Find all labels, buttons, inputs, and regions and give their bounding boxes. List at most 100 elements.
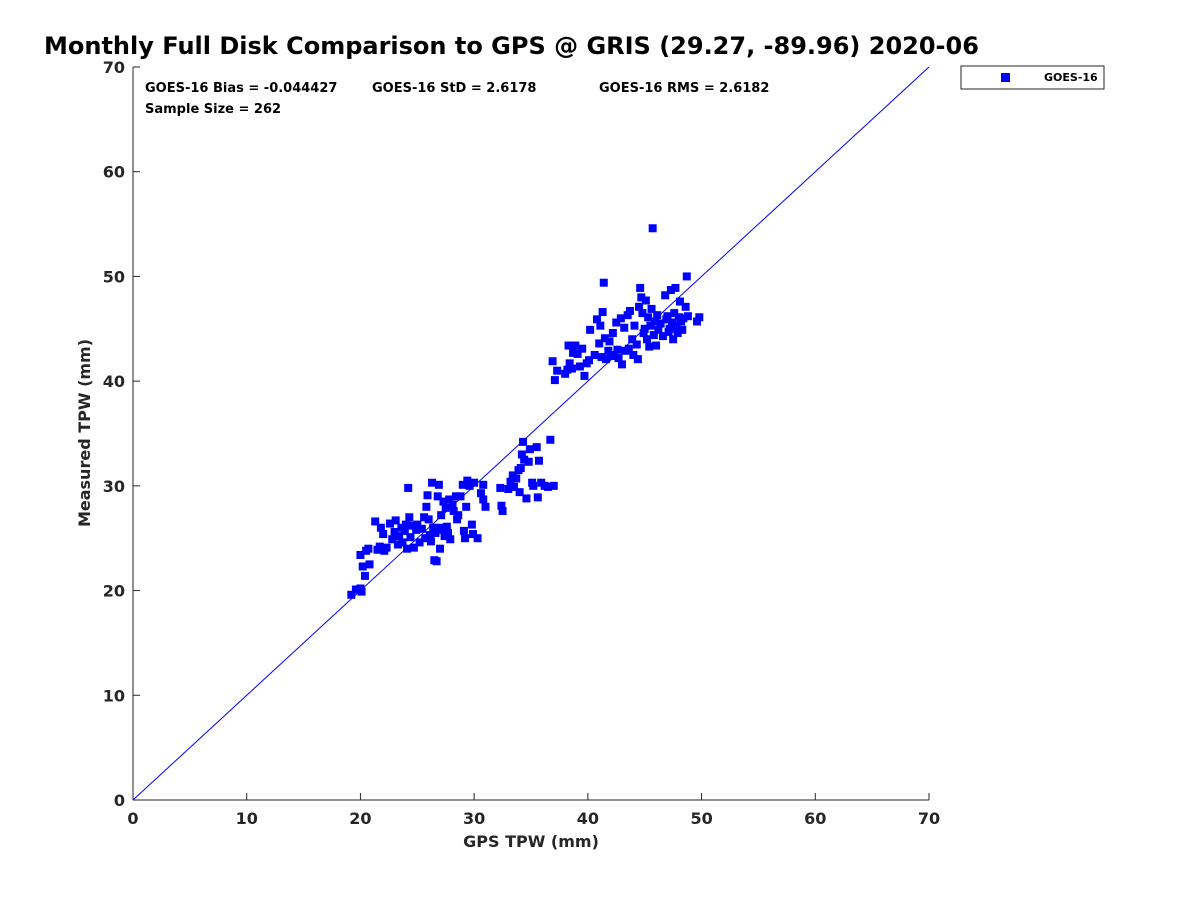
- plot-area: 0 10 20 30 40 50 60 70 0 10 20 30 40 50 60 70: [103, 58, 940, 828]
- data-point: [654, 325, 663, 334]
- data-point: [573, 349, 582, 358]
- data-point: [600, 334, 609, 343]
- data-point: [481, 502, 490, 511]
- x-tick-label: 20: [349, 809, 371, 828]
- data-point: [682, 272, 691, 281]
- data-point: [604, 346, 613, 355]
- y-tick-label: 20: [103, 582, 125, 601]
- data-point: [421, 534, 430, 543]
- data-point: [413, 520, 422, 529]
- data-point: [529, 481, 538, 490]
- data-point: [644, 313, 653, 322]
- data-point: [519, 437, 528, 446]
- data-point: [656, 319, 665, 328]
- data-point: [496, 483, 505, 492]
- data-point: [469, 530, 478, 539]
- data-point: [578, 344, 587, 353]
- chart-title: Monthly Full Disk Comparison to GPS @ GR…: [44, 32, 979, 60]
- data-point: [661, 291, 670, 300]
- data-point: [630, 321, 639, 330]
- data-point: [602, 355, 611, 364]
- data-point: [632, 340, 641, 349]
- data-point: [442, 522, 451, 531]
- data-point: [420, 513, 429, 522]
- std-annotation: GOES-16 StD = 2.6178: [372, 81, 536, 96]
- data-point: [592, 315, 601, 324]
- data-point: [453, 515, 462, 524]
- data-point: [364, 544, 373, 553]
- data-point: [629, 350, 638, 359]
- data-point: [509, 482, 518, 491]
- x-tick-label: 30: [463, 809, 485, 828]
- data-point: [497, 501, 506, 510]
- x-axis-ticks: 0 10 20 30 40 50 60 70: [127, 793, 940, 828]
- data-point: [641, 296, 650, 305]
- data-point: [356, 550, 365, 559]
- data-point: [673, 328, 682, 337]
- x-tick-label: 40: [577, 809, 599, 828]
- data-point: [446, 535, 455, 544]
- data-point: [437, 511, 446, 520]
- data-point: [429, 523, 438, 532]
- data-point: [479, 480, 488, 489]
- data-point: [678, 325, 687, 334]
- data-point: [415, 538, 424, 547]
- legend: GOES-16: [960, 65, 1105, 90]
- data-point: [595, 339, 604, 348]
- data-point: [458, 480, 467, 489]
- data-point: [404, 483, 413, 492]
- data-point: [390, 527, 399, 536]
- x-tick-label: 60: [804, 809, 826, 828]
- data-point: [617, 360, 626, 369]
- data-point: [522, 494, 531, 503]
- data-point: [454, 511, 463, 520]
- data-point: [668, 318, 677, 327]
- data-point: [439, 497, 448, 506]
- data-point: [428, 478, 437, 487]
- data-point: [675, 297, 684, 306]
- data-point: [546, 435, 555, 444]
- data-point: [388, 535, 397, 544]
- data-point: [681, 302, 690, 311]
- data-point: [400, 526, 409, 535]
- data-point: [671, 283, 680, 292]
- data-point: [473, 534, 482, 543]
- data-point: [462, 502, 471, 511]
- data-point: [403, 544, 412, 553]
- data-point: [569, 348, 578, 357]
- data-point: [405, 513, 414, 522]
- data-point: [620, 323, 629, 332]
- data-point: [642, 335, 651, 344]
- data-point: [382, 543, 391, 552]
- data-point: [614, 354, 623, 363]
- data-point: [456, 492, 465, 501]
- data-point: [515, 488, 524, 497]
- data-point: [417, 524, 426, 533]
- data-point: [408, 521, 417, 530]
- data-point: [565, 359, 574, 368]
- data-point: [553, 366, 562, 375]
- data-point: [449, 506, 458, 515]
- data-point: [520, 455, 529, 464]
- data-points: [347, 224, 704, 599]
- data-point: [357, 587, 366, 596]
- data-point: [584, 356, 593, 365]
- data-point: [616, 314, 625, 323]
- data-point: [658, 332, 667, 341]
- x-tick-label: 0: [127, 809, 138, 828]
- y-tick-label: 0: [114, 791, 125, 810]
- reference-line-group: [132, 66, 930, 801]
- y-tick-label: 60: [103, 163, 125, 182]
- data-point: [465, 481, 474, 490]
- data-point: [693, 317, 702, 326]
- data-point: [575, 362, 584, 371]
- data-point: [431, 528, 440, 537]
- data-point: [438, 525, 447, 534]
- data-point: [451, 492, 460, 501]
- data-point: [590, 350, 599, 359]
- data-point: [467, 520, 476, 529]
- data-point: [646, 321, 655, 330]
- data-point: [638, 309, 647, 318]
- data-point: [571, 341, 580, 350]
